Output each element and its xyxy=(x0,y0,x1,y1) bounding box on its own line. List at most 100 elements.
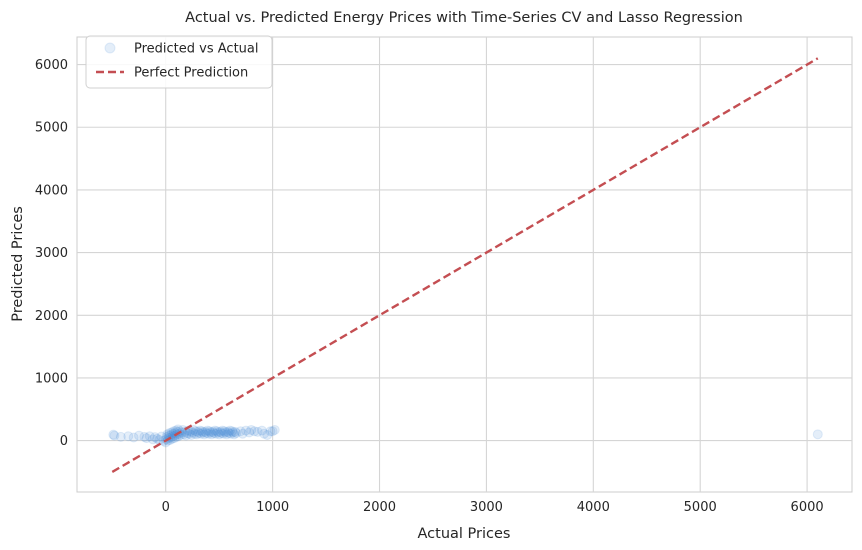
scatter-point xyxy=(223,428,234,439)
scatter-point xyxy=(108,429,119,440)
scatter-point xyxy=(198,427,209,438)
x-tick-label: 6000 xyxy=(791,500,824,515)
scatter-point xyxy=(224,425,235,436)
y-tick-label: 3000 xyxy=(35,246,68,261)
y-tick-label: 1000 xyxy=(35,371,68,386)
scatter-point xyxy=(218,428,229,439)
scatter-point xyxy=(190,426,201,437)
scatter-point xyxy=(194,425,205,436)
scatter-point xyxy=(225,428,236,439)
scatter-point xyxy=(210,428,221,439)
scatter-point xyxy=(215,426,226,437)
grid xyxy=(77,37,852,492)
scatter-point xyxy=(259,428,270,439)
legend-marker-predicted xyxy=(104,42,116,54)
scatter-point xyxy=(147,434,158,445)
scatter-point xyxy=(128,432,139,443)
scatter-point xyxy=(197,426,208,437)
scatter-point xyxy=(192,426,203,437)
scatter-point xyxy=(196,428,206,439)
x-tick-label: 4000 xyxy=(577,500,610,515)
scatter-point xyxy=(109,430,120,441)
legend-box xyxy=(85,35,273,89)
scatter-point xyxy=(221,429,232,440)
scatter-point xyxy=(222,426,233,437)
scatter-point xyxy=(219,426,230,437)
scatter-point xyxy=(193,428,204,439)
scatter-point xyxy=(231,428,242,439)
scatter-point xyxy=(156,431,167,442)
scatter-point xyxy=(207,426,218,437)
y-tick-label: 6000 xyxy=(35,58,68,73)
scatter-point xyxy=(199,429,210,440)
scatter-point xyxy=(204,426,215,437)
scatter-point xyxy=(200,426,211,437)
scatter-point xyxy=(134,430,144,441)
scatter-point xyxy=(141,433,152,444)
y-axis-label: Predicted Prices xyxy=(10,206,26,322)
x-tick-labels: 0 1000 2000 3000 4000 5000 6000 xyxy=(162,500,824,515)
y-tick-label: 5000 xyxy=(35,121,68,136)
scatter-point xyxy=(213,427,224,438)
scatter-point xyxy=(269,424,280,435)
scatter-point xyxy=(205,427,216,438)
scatter-point xyxy=(216,428,227,439)
scatter-point xyxy=(166,427,177,438)
x-tick-label: 5000 xyxy=(684,500,717,515)
scatter-point xyxy=(201,428,212,439)
scatter-point xyxy=(265,426,276,437)
scatter-point xyxy=(186,429,197,440)
scatter-point xyxy=(220,427,231,438)
scatter-point xyxy=(203,428,214,439)
scatter-point xyxy=(230,426,241,437)
x-tick-label: 1000 xyxy=(256,500,289,515)
scatter-point xyxy=(152,433,163,444)
y-tick-labels: 0 1000 2000 3000 4000 5000 6000 xyxy=(35,58,68,449)
legend-label-perfect: Perfect Prediction xyxy=(134,66,248,81)
x-tick-label: 0 xyxy=(162,500,170,515)
scatter-point xyxy=(217,425,228,436)
scatter-point xyxy=(252,426,263,437)
x-axis-label: Actual Prices xyxy=(418,526,511,542)
scatter-point xyxy=(240,425,251,436)
scatter-point xyxy=(115,431,126,442)
scatter-point xyxy=(228,427,239,438)
scatter-point xyxy=(189,428,200,439)
legend: Predicted vs Actual Perfect Prediction xyxy=(85,35,273,89)
scatter-point xyxy=(206,429,217,440)
scatter-point xyxy=(229,429,240,440)
scatter-point xyxy=(267,426,278,437)
scatter-point xyxy=(144,431,155,442)
scatter-point xyxy=(256,425,267,436)
scatter-point xyxy=(227,426,237,437)
x-tick-label: 3000 xyxy=(470,500,503,515)
y-tick-label: 2000 xyxy=(35,309,68,324)
scatter-point xyxy=(235,426,246,437)
legend-label-predicted: Predicted vs Actual xyxy=(134,42,258,57)
scatter-point xyxy=(178,429,189,440)
scatter-point xyxy=(181,430,192,441)
scatter-point xyxy=(214,429,225,440)
scatter-point xyxy=(262,429,273,440)
y-tick-label: 4000 xyxy=(35,183,68,198)
perfect-prediction-line xyxy=(111,57,819,473)
y-tick-label: 0 xyxy=(60,434,68,449)
scatter-point xyxy=(184,428,195,439)
scatter-point xyxy=(246,424,257,435)
x-tick-label: 2000 xyxy=(363,500,396,515)
scatter-point xyxy=(158,435,169,446)
chart-title: Actual vs. Predicted Energy Prices with … xyxy=(185,10,743,26)
scatter-point xyxy=(812,429,823,440)
scatter-point xyxy=(244,427,255,438)
scatter-point xyxy=(123,431,134,442)
scatter-point xyxy=(139,431,150,442)
scatter-point xyxy=(209,425,220,436)
scatter-point xyxy=(188,424,199,435)
scatter-point xyxy=(202,425,213,436)
scatter-point xyxy=(212,426,223,437)
scatter-point xyxy=(191,429,202,440)
scatter-point xyxy=(187,427,198,438)
scatter-point xyxy=(208,428,219,439)
scatter-point xyxy=(249,426,260,437)
